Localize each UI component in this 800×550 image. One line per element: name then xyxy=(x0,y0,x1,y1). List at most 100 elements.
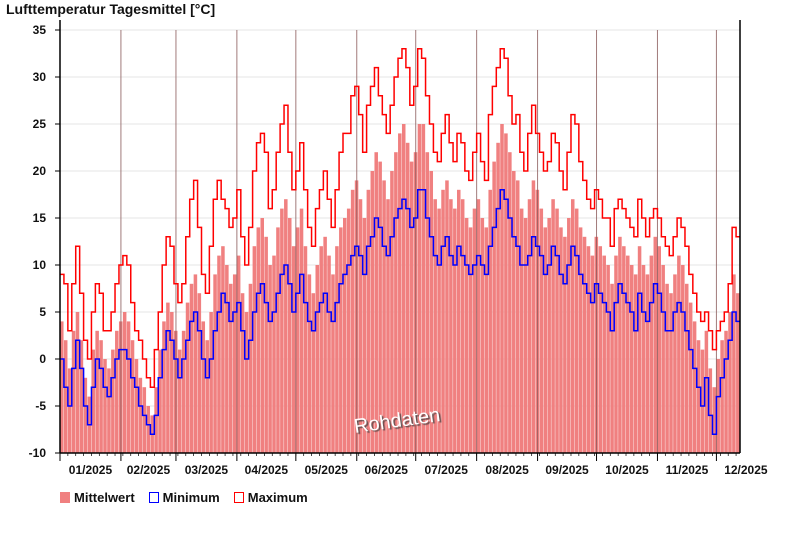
bar-mittelwert xyxy=(716,359,720,453)
bar-mittelwert xyxy=(291,246,296,453)
bar-mittelwert xyxy=(610,283,614,453)
bar-mittelwert xyxy=(63,340,68,453)
bar-mittelwert xyxy=(606,265,610,453)
bar-mittelwert xyxy=(492,161,496,453)
bar-mittelwert xyxy=(732,274,736,453)
y-tick-label: 5 xyxy=(39,305,46,319)
bar-mittelwert xyxy=(555,208,559,453)
bar-mittelwert xyxy=(130,340,135,453)
bar-mittelwert xyxy=(115,330,119,453)
bar-mittelwert xyxy=(724,330,728,453)
bar-mittelwert xyxy=(177,349,182,453)
bar-mittelwert xyxy=(696,340,701,453)
y-tick-label: -10 xyxy=(29,446,47,460)
bar-mittelwert xyxy=(409,161,414,453)
bar-mittelwert xyxy=(126,321,131,453)
bar-mittelwert xyxy=(280,208,284,453)
bar-mittelwert xyxy=(681,265,685,453)
bar-mittelwert xyxy=(394,152,398,453)
bar-mittelwert xyxy=(649,255,654,453)
bar-mittelwert xyxy=(103,359,107,453)
bar-mittelwert xyxy=(209,312,213,453)
bar-mittelwert xyxy=(488,189,492,454)
bar-mittelwert xyxy=(201,321,206,453)
bar-mittelwert xyxy=(335,246,339,453)
bar-mittelwert xyxy=(398,133,402,453)
bar-mittelwert xyxy=(142,387,147,453)
x-tick-label: 08/2025 xyxy=(485,463,529,477)
bar-mittelwert xyxy=(323,236,327,453)
y-tick-label: 15 xyxy=(33,211,47,225)
legend-item-maximum: Maximum xyxy=(233,490,308,505)
bar-mittelwert xyxy=(417,124,422,453)
legend-label: Maximum xyxy=(247,490,308,505)
legend: Mittelwert Minimum Maximum xyxy=(60,490,308,505)
legend-swatch-mittelwert xyxy=(60,492,70,503)
bar-mittelwert xyxy=(146,406,151,453)
bar-mittelwert xyxy=(728,312,732,453)
bar-mittelwert xyxy=(496,142,500,454)
bar-mittelwert xyxy=(276,227,280,453)
y-tick-label: 30 xyxy=(33,70,47,84)
bar-mittelwert xyxy=(260,218,264,453)
bar-mittelwert xyxy=(453,208,457,453)
bar-mittelwert xyxy=(311,293,316,453)
legend-item-minimum: Minimum xyxy=(148,490,220,505)
bar-mittelwert xyxy=(401,124,406,453)
bar-mittelwert xyxy=(91,349,95,453)
bar-mittelwert xyxy=(570,199,575,453)
bar-mittelwert xyxy=(327,255,331,453)
bar-mittelwert xyxy=(217,255,221,453)
bar-mittelwert xyxy=(736,293,740,453)
bar-mittelwert xyxy=(614,255,618,453)
bar-mittelwert xyxy=(476,199,481,453)
bar-mittelwert xyxy=(437,208,441,453)
bar-mittelwert xyxy=(677,255,681,453)
bar-mittelwert xyxy=(421,124,426,453)
bar-mittelwert xyxy=(598,246,603,453)
bar-mittelwert xyxy=(229,283,233,453)
bar-mittelwert xyxy=(362,218,367,453)
bar-mittelwert xyxy=(445,180,449,453)
bar-mittelwert xyxy=(653,236,658,453)
bar-mittelwert xyxy=(193,274,198,453)
bar-mittelwert xyxy=(95,330,99,453)
bar-mittelwert xyxy=(602,255,606,453)
bar-mittelwert xyxy=(295,227,300,453)
bar-mittelwert xyxy=(645,274,650,453)
bar-mittelwert xyxy=(339,227,343,453)
bar-mittelwert xyxy=(626,255,630,453)
x-tick-label: 03/2025 xyxy=(185,463,229,477)
bar-mittelwert xyxy=(284,199,288,453)
bar-mittelwert xyxy=(441,189,445,454)
bar-mittelwert xyxy=(480,218,485,453)
bar-mittelwert xyxy=(669,293,673,453)
bar-mittelwert xyxy=(700,349,705,453)
bar-mittelwert xyxy=(240,293,245,453)
bar-mittelwert xyxy=(366,189,371,454)
bar-mittelwert xyxy=(484,227,489,453)
bar-mittelwert xyxy=(586,246,591,453)
x-tick-label: 04/2025 xyxy=(245,463,289,477)
y-tick-label: -5 xyxy=(35,399,46,413)
bar-mittelwert xyxy=(370,171,375,453)
bar-mittelwert xyxy=(567,218,571,453)
bar-mittelwert xyxy=(578,227,583,453)
bar-mittelwert xyxy=(559,227,563,453)
bar-mittelwert xyxy=(358,199,363,453)
bar-mittelwert xyxy=(272,255,276,453)
bar-mittelwert xyxy=(527,199,532,453)
y-tick-label: 35 xyxy=(33,23,47,37)
bar-mittelwert xyxy=(425,152,430,453)
x-tick-label: 12/2025 xyxy=(724,463,768,477)
bar-mittelwert xyxy=(515,180,520,453)
bar-mittelwert xyxy=(386,199,390,453)
bar-mittelwert xyxy=(382,180,386,453)
bar-mittelwert xyxy=(60,321,64,453)
bar-mittelwert xyxy=(343,218,347,453)
y-tick-label: 10 xyxy=(33,258,47,272)
chart-title: Lufttemperatur Tagesmittel [°C] xyxy=(6,1,216,17)
bar-mittelwert xyxy=(590,255,595,453)
bar-mittelwert xyxy=(519,208,524,453)
